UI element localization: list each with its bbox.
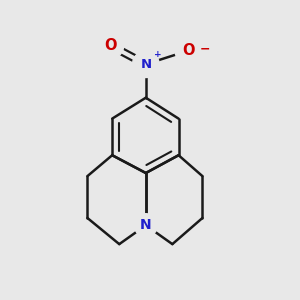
Circle shape xyxy=(134,214,158,237)
Text: +: + xyxy=(154,50,161,59)
Circle shape xyxy=(97,32,124,59)
Circle shape xyxy=(175,38,202,64)
Text: O: O xyxy=(104,38,117,53)
Text: N: N xyxy=(140,58,152,71)
Text: O: O xyxy=(182,43,194,58)
Text: −: − xyxy=(200,42,210,55)
Text: N: N xyxy=(140,218,152,232)
Circle shape xyxy=(133,51,159,77)
